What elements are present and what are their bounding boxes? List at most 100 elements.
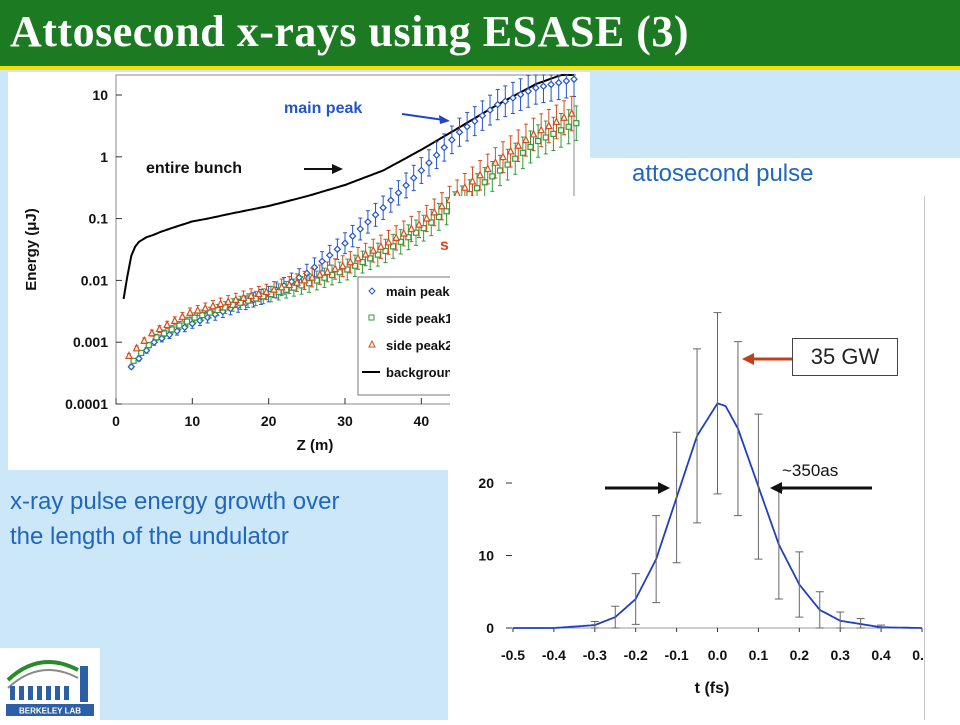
- x-tick-label: 10: [185, 413, 201, 429]
- side-peak1-point: [206, 309, 213, 316]
- side-peak1-point: [183, 318, 191, 325]
- side-peak1-point: [504, 161, 511, 168]
- side-peak1-point: [389, 243, 397, 250]
- side-peak2-point: [415, 219, 424, 228]
- side-peak2-point: [346, 257, 355, 266]
- main-peak-point: [486, 106, 494, 114]
- peak-power-arrowhead: [742, 353, 754, 365]
- side-peak2-point: [392, 233, 401, 242]
- side-peak1-point: [473, 185, 481, 192]
- main-peak-point: [516, 90, 525, 99]
- legend-marker-side-peak1: [368, 314, 375, 321]
- side-peak2-point: [331, 264, 340, 273]
- side-peak1-point: [428, 219, 435, 226]
- side-peak1-point: [519, 149, 526, 156]
- side-peak2-point: [537, 125, 546, 134]
- side-peak1-point: [351, 262, 359, 269]
- x-tick-label: 0.4: [871, 647, 891, 663]
- x-tick-label: 0: [112, 413, 120, 429]
- side-peak1-point: [542, 134, 549, 141]
- y-tick-label: 10: [478, 548, 494, 564]
- side-peak2-point: [354, 253, 362, 262]
- side-peak1-point: [397, 238, 404, 245]
- side-peak1-point: [557, 127, 565, 134]
- y-tick-label: 0.01: [81, 272, 108, 288]
- legend-marker-main-peak: [368, 287, 376, 295]
- main-peak-point: [318, 257, 326, 266]
- side-peak1-point: [168, 326, 175, 333]
- main-peak-point: [348, 232, 357, 240]
- title-underline: [0, 66, 960, 70]
- legend-label: side peak1: [386, 311, 453, 326]
- legend-label: main peak: [386, 284, 450, 299]
- side-peak1-point: [130, 357, 137, 364]
- side-peak2-point: [170, 316, 179, 324]
- side-peak2-point: [247, 291, 256, 300]
- side-peak2-point: [277, 282, 286, 291]
- energy-growth-caption: x-ray pulse energy growth over the lengt…: [10, 484, 339, 554]
- y-tick-label: 0.001: [73, 334, 108, 350]
- main-peak-point: [455, 128, 464, 137]
- side-peak2-point: [560, 112, 569, 121]
- side-peak1-point: [512, 155, 519, 162]
- annotation-entire-bunch: entire bunch: [146, 160, 242, 177]
- side-peak2-point: [369, 245, 378, 254]
- side-peak1-point: [550, 130, 557, 137]
- title-bar: Attosecond x-rays using ESASE (3): [0, 0, 960, 72]
- side-peak1-point: [489, 173, 496, 180]
- berkeley-lab-logo-icon: BERKELEY LAB: [0, 648, 100, 720]
- x-axis-label: Z (m): [297, 437, 334, 454]
- fwhm-label: ~350as: [782, 461, 838, 480]
- annotation-arrowhead-entire-bunch: [332, 164, 343, 174]
- caption-line-2: the length of the undulator: [10, 523, 289, 550]
- side-peak1-point: [145, 342, 152, 349]
- annotation-arrow-main-peak: [401, 113, 445, 121]
- side-peak1-point: [405, 234, 412, 241]
- main-peak-point: [448, 136, 456, 144]
- x-tick-label: 0.1: [749, 647, 769, 663]
- legend-label: side peak2: [386, 338, 453, 353]
- side-peak2-point: [514, 140, 523, 149]
- side-peak1-point: [435, 213, 442, 221]
- x-tick-label: 0.3: [830, 647, 850, 663]
- side-peak2-point: [262, 287, 271, 296]
- side-peak1-point: [443, 208, 450, 215]
- main-peak-point: [371, 210, 380, 219]
- side-peak2-point: [323, 267, 332, 275]
- side-peak2-point: [201, 303, 210, 312]
- side-peak1-point: [328, 271, 336, 279]
- main-peak-point: [554, 78, 563, 87]
- side-peak1-point: [374, 251, 381, 258]
- side-peak2-point: [155, 324, 164, 333]
- main-peak-point: [463, 122, 471, 131]
- side-peak2-point: [163, 320, 172, 329]
- side-peak1-point: [138, 349, 145, 357]
- side-peak2-point: [292, 277, 301, 286]
- logo-text: BERKELEY LAB: [19, 707, 81, 716]
- main-peak-point: [333, 245, 342, 254]
- y-axis-label: Energy (μJ): [23, 208, 40, 291]
- side-peak1-point: [344, 266, 351, 273]
- main-peak-point: [470, 117, 479, 126]
- side-peak2-point: [315, 269, 324, 278]
- y-tick-label: 1: [100, 149, 108, 165]
- side-peak1-point: [382, 247, 389, 255]
- y-tick-label: 0.0001: [65, 396, 108, 412]
- fwhm-arrowhead-right: [770, 482, 782, 494]
- legend-marker-side-peak2: [368, 339, 376, 348]
- fwhm-arrowhead-left: [658, 482, 670, 494]
- side-peak2-point: [239, 293, 248, 301]
- side-peak1-point: [573, 120, 580, 127]
- main-peak-point: [150, 338, 159, 347]
- main-peak-point: [478, 111, 487, 120]
- side-peak1-point: [176, 322, 183, 329]
- side-peak2-point: [300, 275, 309, 284]
- x-tick-label: -0.1: [665, 647, 689, 663]
- main-peak-point: [509, 94, 517, 102]
- x-tick-label: -0.2: [624, 647, 648, 663]
- side-peak2-point: [270, 284, 278, 293]
- y-tick-label: 0: [486, 620, 494, 636]
- berkeley-lab-logo: BERKELEY LAB: [0, 648, 100, 720]
- side-peak2-point: [521, 135, 530, 144]
- y-tick-label: 10: [92, 87, 108, 103]
